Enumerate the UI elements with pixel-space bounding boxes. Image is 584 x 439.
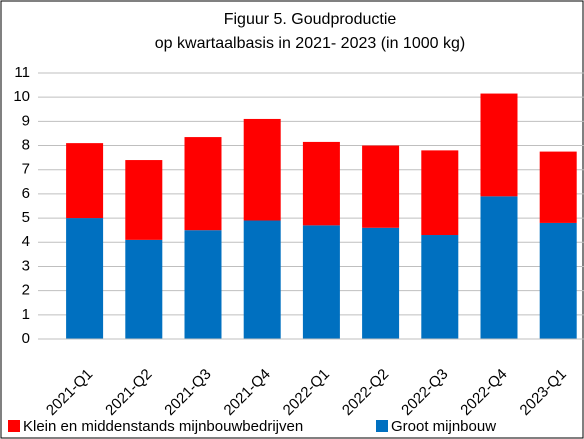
chart-subtitle: op kwartaalbasis in 2021- 2023 (in 1000 … bbox=[155, 35, 465, 52]
y-tick-label: 6 bbox=[22, 185, 30, 202]
bar-segment bbox=[539, 151, 577, 223]
bar-segment bbox=[243, 118, 281, 221]
bar-segment bbox=[66, 218, 104, 339]
bar-segment bbox=[302, 225, 340, 339]
bar-segment bbox=[184, 230, 222, 339]
y-tick-label: 2 bbox=[22, 282, 30, 299]
bar-segment bbox=[243, 220, 281, 339]
bar-segment bbox=[125, 239, 163, 339]
legend-swatch bbox=[376, 420, 388, 432]
y-tick-label: 0 bbox=[22, 330, 30, 347]
bar-segment bbox=[184, 137, 222, 231]
y-tick-label: 7 bbox=[22, 161, 30, 178]
bar-segment bbox=[480, 196, 518, 339]
y-tick-label: 9 bbox=[22, 112, 30, 129]
legend-swatch bbox=[8, 420, 20, 432]
chart-title: Figuur 5. Goudproductie bbox=[224, 11, 397, 28]
bar-segment bbox=[302, 141, 340, 226]
y-tick-label: 11 bbox=[14, 64, 30, 81]
bar-segment bbox=[66, 143, 104, 219]
y-tick-label: 8 bbox=[22, 137, 30, 154]
y-tick-label: 3 bbox=[22, 257, 30, 274]
y-tick-label: 4 bbox=[22, 233, 30, 250]
bar-segment bbox=[362, 145, 400, 228]
y-tick-label: 10 bbox=[13, 88, 30, 105]
bar-segment bbox=[539, 222, 577, 339]
bar-segment bbox=[421, 150, 459, 236]
bar-segment bbox=[421, 235, 459, 339]
legend-label: Groot mijnbouw bbox=[391, 418, 496, 435]
bar-segment bbox=[480, 93, 518, 197]
bar-segment bbox=[362, 227, 400, 339]
legend-label: Klein en middenstands mijnbouwbedrijven bbox=[23, 418, 303, 435]
y-tick-label: 5 bbox=[22, 209, 30, 226]
y-tick-label: 1 bbox=[22, 306, 30, 323]
bar-segment bbox=[125, 160, 163, 240]
